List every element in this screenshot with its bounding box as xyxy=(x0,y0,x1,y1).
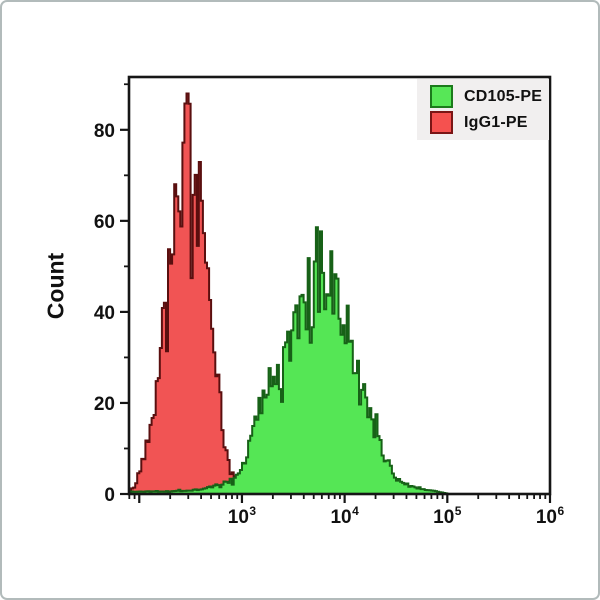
legend-swatch-igg1-pe-icon xyxy=(430,111,453,134)
legend-item-igg1-pe: IgG1-PE xyxy=(430,111,549,134)
y-tick-label: 0 xyxy=(104,485,115,506)
y-tick-label: 20 xyxy=(94,394,115,415)
x-tick-label: 104 xyxy=(330,504,359,528)
y-tick-label: 80 xyxy=(94,121,115,142)
legend: CD105-PE IgG1-PE xyxy=(417,79,549,140)
y-axis-title: Count xyxy=(42,252,69,320)
x-tick-label: 103 xyxy=(228,504,257,528)
legend-swatch-cd105-pe-icon xyxy=(430,85,453,108)
series-cd105-pe-outline xyxy=(129,226,449,494)
x-axis: 103 104 105 106 xyxy=(128,494,565,528)
legend-item-cd105-pe: CD105-PE xyxy=(430,85,549,108)
y-tick-label: 40 xyxy=(94,303,115,324)
legend-label-cd105-pe: CD105-PE xyxy=(464,87,543,105)
series-igg1-pe-fill xyxy=(129,93,257,494)
series-cd105-pe-fill xyxy=(129,227,448,494)
y-axis: 0 20 40 60 80 xyxy=(94,83,129,506)
y-tick-label: 60 xyxy=(94,212,115,233)
series-layer xyxy=(129,92,449,494)
legend-label-igg1-pe: IgG1-PE xyxy=(464,113,528,131)
x-tick-label: 105 xyxy=(433,504,462,528)
x-tick-label: 106 xyxy=(536,504,565,528)
